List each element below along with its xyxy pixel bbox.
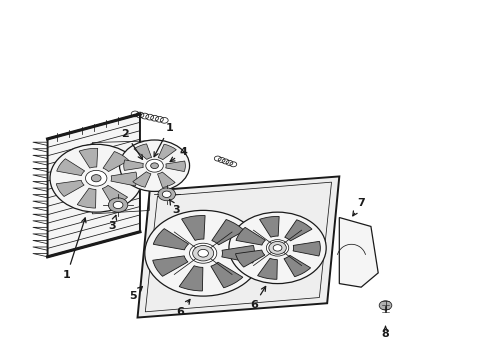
- Wedge shape: [152, 256, 187, 276]
- Wedge shape: [165, 161, 185, 172]
- Wedge shape: [111, 172, 137, 186]
- Text: 3: 3: [169, 200, 180, 215]
- Polygon shape: [47, 114, 140, 257]
- Wedge shape: [133, 172, 151, 187]
- Wedge shape: [284, 255, 310, 277]
- Circle shape: [150, 163, 158, 168]
- Circle shape: [272, 244, 282, 251]
- Wedge shape: [79, 148, 98, 168]
- Circle shape: [158, 188, 175, 201]
- Wedge shape: [259, 216, 279, 237]
- Wedge shape: [158, 144, 176, 160]
- Wedge shape: [157, 172, 175, 188]
- Circle shape: [189, 243, 216, 263]
- Wedge shape: [103, 152, 129, 172]
- Text: 3: 3: [108, 215, 116, 231]
- Wedge shape: [102, 185, 127, 206]
- Circle shape: [85, 170, 107, 186]
- Text: 5: 5: [129, 287, 142, 301]
- Text: 7: 7: [352, 198, 365, 216]
- Wedge shape: [236, 228, 265, 245]
- Circle shape: [268, 242, 286, 254]
- Wedge shape: [210, 262, 243, 288]
- Polygon shape: [339, 217, 377, 287]
- Text: 8: 8: [381, 326, 388, 339]
- Circle shape: [144, 210, 261, 296]
- Wedge shape: [179, 266, 203, 291]
- Circle shape: [113, 202, 122, 208]
- Circle shape: [145, 159, 163, 172]
- Wedge shape: [211, 220, 244, 245]
- Wedge shape: [56, 180, 84, 197]
- Circle shape: [50, 144, 142, 212]
- Wedge shape: [77, 188, 96, 208]
- Circle shape: [162, 191, 171, 198]
- Circle shape: [119, 140, 189, 192]
- Circle shape: [228, 212, 325, 284]
- Wedge shape: [284, 220, 311, 241]
- Circle shape: [266, 240, 288, 256]
- Wedge shape: [134, 144, 151, 159]
- Wedge shape: [257, 258, 277, 279]
- Text: 1: 1: [63, 218, 86, 280]
- Text: 6: 6: [250, 287, 265, 310]
- Wedge shape: [153, 229, 188, 250]
- Text: 2: 2: [121, 129, 142, 159]
- Circle shape: [108, 198, 127, 212]
- Text: 6: 6: [176, 300, 189, 317]
- Wedge shape: [235, 250, 264, 267]
- Wedge shape: [57, 159, 84, 176]
- Circle shape: [192, 246, 213, 261]
- Circle shape: [197, 249, 209, 258]
- Circle shape: [378, 301, 391, 310]
- Text: 1: 1: [154, 123, 173, 157]
- Circle shape: [198, 249, 208, 257]
- Polygon shape: [137, 176, 339, 318]
- Wedge shape: [181, 216, 204, 240]
- Wedge shape: [222, 246, 254, 263]
- Wedge shape: [123, 160, 143, 170]
- Wedge shape: [292, 241, 320, 256]
- Text: 4: 4: [170, 147, 187, 162]
- Circle shape: [273, 245, 282, 251]
- Circle shape: [91, 175, 101, 182]
